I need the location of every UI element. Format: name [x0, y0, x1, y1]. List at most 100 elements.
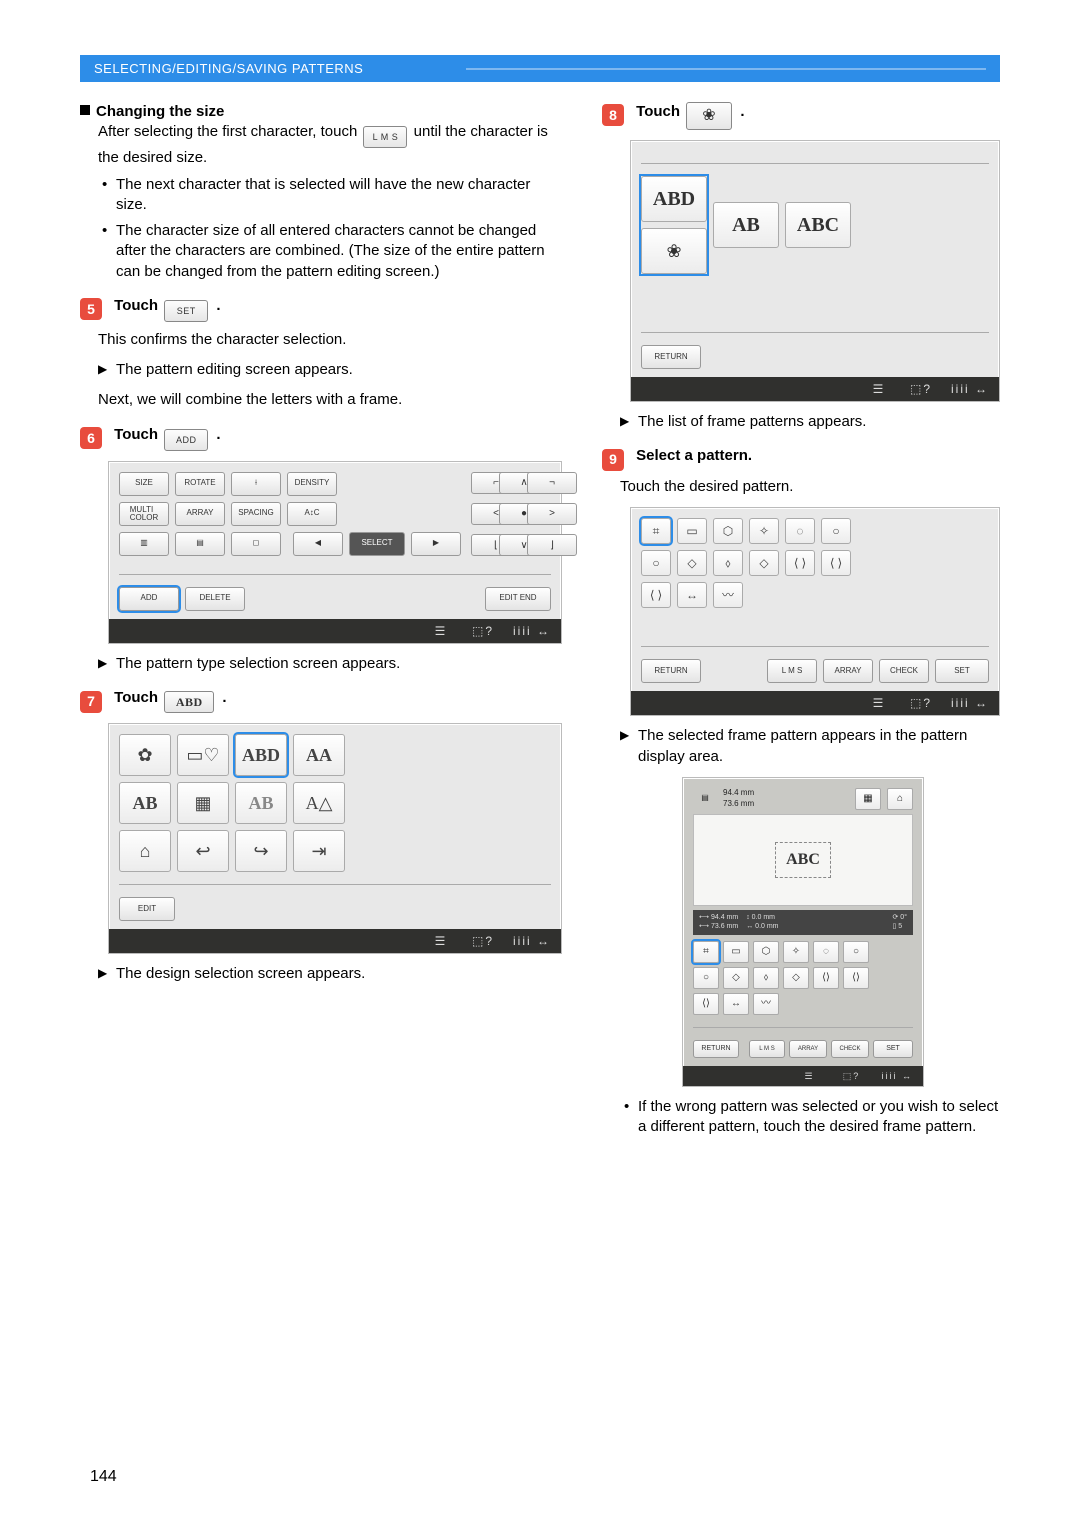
pattern-type-cell-selected[interactable]: ABD	[235, 734, 287, 776]
frame-cell[interactable]: ⟨ ⟩	[641, 582, 671, 608]
frame-cell[interactable]: ⟨⟩	[843, 967, 869, 989]
editend-btn[interactable]: EDIT END	[485, 587, 551, 611]
size-btn[interactable]: SIZE	[119, 472, 169, 496]
footer-icon[interactable]: ☰	[867, 695, 891, 711]
pattern-type-cell[interactable]: ⌂	[119, 830, 171, 872]
pattern-type-cell[interactable]: ▦	[177, 782, 229, 824]
wreath-button[interactable]: ❀	[686, 102, 732, 130]
set-btn[interactable]: SET	[873, 1040, 913, 1058]
add-btn-highlighted[interactable]: ADD	[119, 587, 179, 611]
frame-cell-selected[interactable]: ⌗	[641, 518, 671, 544]
frame-cell[interactable]: ◇	[783, 967, 809, 989]
frame-cell[interactable]: ○	[843, 941, 869, 963]
frame-cell[interactable]: ↔	[723, 993, 749, 1015]
multicolor-btn[interactable]: MULTI COLOR	[119, 502, 169, 526]
footer-icon[interactable]: iiii ↔	[882, 1070, 914, 1082]
pattern-type-cell[interactable]: A△	[293, 782, 345, 824]
array-btn[interactable]: ARRAY	[175, 502, 225, 526]
font-sample-cell[interactable]: ABC	[785, 202, 851, 248]
footer-icon[interactable]: ⬚?	[909, 695, 933, 711]
footer-icon[interactable]: ☰	[429, 623, 453, 639]
footer-icon[interactable]: ☰	[429, 933, 453, 949]
frame-cell[interactable]: ▭	[677, 518, 707, 544]
font-sample-cell[interactable]: ABD	[641, 176, 707, 222]
select-btn[interactable]: SELECT	[349, 532, 405, 556]
nav-cell[interactable]: ¬	[527, 472, 577, 494]
tool-btn-2[interactable]: ▤	[175, 532, 225, 556]
tool-icon[interactable]: ▦	[855, 788, 881, 810]
pattern-type-cell[interactable]: AB	[119, 782, 171, 824]
frame-cell[interactable]: ○	[693, 967, 719, 989]
avc-btn[interactable]: A↕C	[287, 502, 337, 526]
delete-btn[interactable]: DELETE	[185, 587, 245, 611]
check-btn[interactable]: CHECK	[831, 1040, 869, 1058]
pattern-type-cell[interactable]: ↪	[235, 830, 287, 872]
frame-cell[interactable]: ○	[641, 550, 671, 576]
footer-icon[interactable]: iiii ↔	[951, 381, 989, 397]
frame-cell[interactable]: ⟨ ⟩	[821, 550, 851, 576]
wreath-cell[interactable]: ❀	[641, 228, 707, 274]
frame-cell[interactable]: ⬨	[753, 967, 779, 989]
mirror-btn[interactable]: ⟊	[231, 472, 281, 496]
footer-icon[interactable]: ⬚?	[909, 381, 933, 397]
frame-cell[interactable]: 〰	[753, 993, 779, 1015]
check-btn[interactable]: CHECK	[879, 659, 929, 683]
frame-cell[interactable]: ◌	[785, 518, 815, 544]
set-button[interactable]: SET	[164, 300, 208, 322]
tool-icon[interactable]: ⌂	[887, 788, 913, 810]
frame-cell[interactable]: ◇	[749, 550, 779, 576]
pattern-type-cell[interactable]: ✿	[119, 734, 171, 776]
tool-btn-3[interactable]: ◻	[231, 532, 281, 556]
return-btn[interactable]: RETURN	[641, 345, 701, 369]
frame-cell[interactable]: ✧	[749, 518, 779, 544]
nav-cell[interactable]: ⌋	[527, 534, 577, 556]
pattern-type-cell[interactable]: ▭♡	[177, 734, 229, 776]
frame-cell[interactable]: ⬨	[713, 550, 743, 576]
frame-cell[interactable]: ○	[821, 518, 851, 544]
lms-btn[interactable]: L M S	[749, 1040, 785, 1058]
frame-cell[interactable]: ⬡	[753, 941, 779, 963]
add-button[interactable]: ADD	[164, 429, 208, 451]
frame-cell[interactable]: 〰	[713, 582, 743, 608]
tool-btn-1[interactable]: ▥	[119, 532, 169, 556]
lms-btn[interactable]: L M S	[767, 659, 817, 683]
frame-cell[interactable]: ✧	[783, 941, 809, 963]
pattern-type-cell[interactable]: AB	[235, 782, 287, 824]
array-btn[interactable]: ARRAY	[789, 1040, 827, 1058]
array-btn[interactable]: ARRAY	[823, 659, 873, 683]
frame-cell[interactable]: ↔	[677, 582, 707, 608]
pattern-type-cell[interactable]: ↩	[177, 830, 229, 872]
frame-cell[interactable]: ⬡	[713, 518, 743, 544]
return-btn[interactable]: RETURN	[693, 1040, 739, 1058]
frame-cell[interactable]: ⌗	[693, 941, 719, 963]
frame-cell[interactable]: ⟨⟩	[693, 993, 719, 1015]
pattern-type-cell[interactable]: ⇥	[293, 830, 345, 872]
abd-button[interactable]: ABD	[164, 691, 214, 713]
font-sample-cell[interactable]: AB	[713, 202, 779, 248]
footer-icon[interactable]: ☰	[798, 1070, 822, 1082]
frame-cell[interactable]: ◌	[813, 941, 839, 963]
pattern-type-cell[interactable]: AA	[293, 734, 345, 776]
footer-icon[interactable]: ⬚?	[471, 933, 495, 949]
select-left[interactable]: ◀	[293, 532, 343, 556]
density-btn[interactable]: DENSITY	[287, 472, 337, 496]
edit-btn[interactable]: EDIT	[119, 897, 175, 921]
frame-cell[interactable]: ◇	[677, 550, 707, 576]
frame-cell[interactable]: ▭	[723, 941, 749, 963]
frame-cell[interactable]: ⟨ ⟩	[785, 550, 815, 576]
select-right[interactable]: ▶	[411, 532, 461, 556]
footer-icon[interactable]: ⬚?	[471, 623, 495, 639]
footer-icon[interactable]: ⬚?	[840, 1070, 864, 1082]
nav-cell[interactable]: >	[527, 503, 577, 525]
footer-icon[interactable]: iiii ↔	[513, 933, 551, 949]
footer-icon[interactable]: iiii ↔	[951, 695, 989, 711]
footer-icon[interactable]: iiii ↔	[513, 623, 551, 639]
set-btn[interactable]: SET	[935, 659, 989, 683]
footer-icon[interactable]: ☰	[867, 381, 891, 397]
spacing-btn[interactable]: SPACING	[231, 502, 281, 526]
frame-cell[interactable]: ◇	[723, 967, 749, 989]
lms-button[interactable]: L M S	[363, 126, 407, 148]
rotate-btn[interactable]: ROTATE	[175, 472, 225, 496]
frame-cell[interactable]: ⟨⟩	[813, 967, 839, 989]
return-btn[interactable]: RETURN	[641, 659, 701, 683]
